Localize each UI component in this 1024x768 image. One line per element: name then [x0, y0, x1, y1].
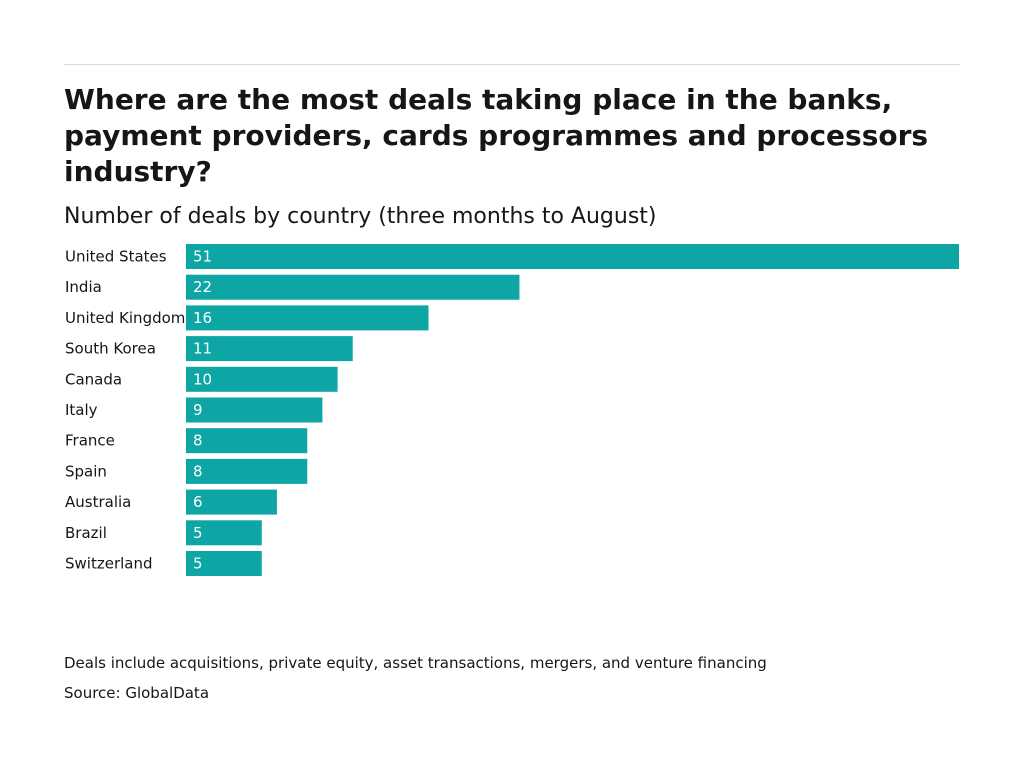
category-label-india: India	[65, 278, 102, 296]
chart-subtitle: Number of deals by country (three months…	[64, 204, 657, 229]
value-label-switzerland: 5	[193, 555, 203, 573]
bar-australia	[186, 489, 277, 515]
category-label-canada: Canada	[65, 370, 122, 388]
value-label-italy: 9	[193, 401, 203, 419]
bar-italy	[186, 397, 323, 423]
category-label-australia: Australia	[65, 493, 131, 511]
source-credit: Source: GlobalData	[64, 684, 210, 702]
category-label-brazil: Brazil	[65, 524, 107, 542]
value-label-united-states: 51	[193, 248, 212, 266]
value-label-canada: 10	[193, 370, 212, 388]
value-label-australia: 6	[193, 493, 203, 511]
bar-united-kingdom	[186, 305, 429, 331]
category-label-united-kingdom: United Kingdom	[65, 309, 185, 327]
bar-canada	[186, 366, 338, 392]
category-label-france: France	[65, 432, 115, 450]
value-label-brazil: 5	[193, 524, 203, 542]
category-label-spain: Spain	[65, 462, 107, 480]
bar-united-states	[186, 244, 959, 269]
value-label-south-korea: 11	[193, 340, 212, 358]
bar-india	[186, 274, 520, 300]
top-divider	[64, 64, 960, 65]
category-label-south-korea: South Korea	[65, 340, 156, 358]
value-label-spain: 8	[193, 462, 203, 480]
category-label-united-states: United States	[65, 248, 167, 266]
value-label-india: 22	[193, 278, 212, 296]
category-label-italy: Italy	[65, 401, 98, 419]
footnote: Deals include acquisitions, private equi…	[64, 654, 767, 672]
bar-switzerland	[186, 551, 262, 576]
chart-title: Where are the most deals taking place in…	[64, 83, 929, 188]
bar-brazil	[186, 520, 262, 546]
bar-south-korea	[186, 336, 353, 362]
value-label-france: 8	[193, 432, 203, 450]
category-label-switzerland: Switzerland	[65, 555, 153, 573]
bar-france	[186, 428, 308, 454]
bar-spain	[186, 458, 308, 484]
value-label-united-kingdom: 16	[193, 309, 212, 327]
